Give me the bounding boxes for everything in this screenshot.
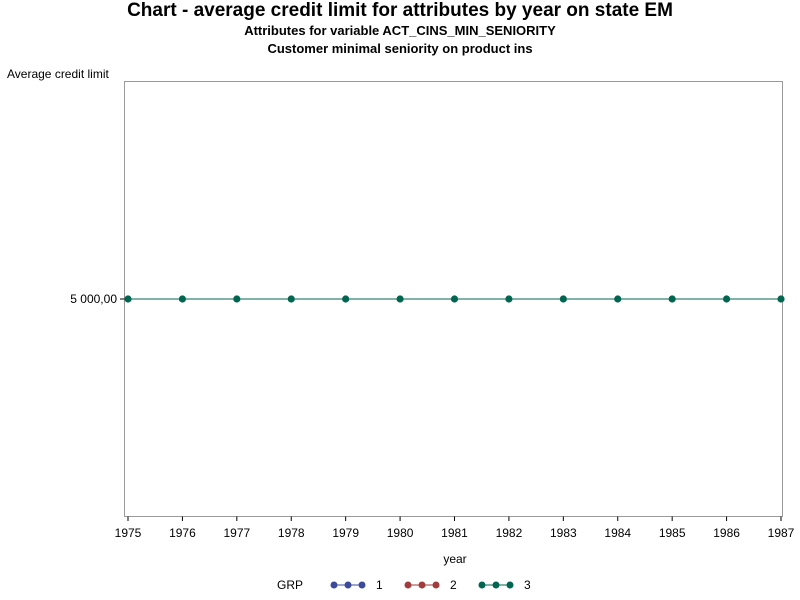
x-axis-label: year <box>443 552 467 566</box>
chart-subtitle-2: Customer minimal seniority on product in… <box>267 41 533 56</box>
x-tick-label-1986: 1986 <box>713 526 740 540</box>
data-point-3-1979 <box>342 295 350 303</box>
legend-label-3: 3 <box>524 578 531 592</box>
data-point-3-1976 <box>178 295 187 303</box>
data-point-3-1977 <box>233 295 241 303</box>
data-point-3-1985 <box>668 295 676 303</box>
series-layer <box>124 295 785 303</box>
y-axis-label: Average credit limit <box>7 67 109 81</box>
data-point-3-1980 <box>396 295 404 303</box>
legend-title: GRP <box>277 578 304 592</box>
data-point-3-1987 <box>777 295 785 303</box>
x-tick-label-1982: 1982 <box>496 526 523 540</box>
x-axis: 1975 1976 1977 1978 1979 1980 1981 1982 1983 1984… <box>115 516 795 540</box>
legend-swatch-1 <box>330 581 366 589</box>
data-point-3-1982 <box>505 295 513 303</box>
legend-swatch-2 <box>404 581 440 589</box>
x-tick-label-1981: 1981 <box>441 526 468 540</box>
data-point-3-1975 <box>124 295 132 303</box>
x-tick-label-1976: 1976 <box>169 526 196 540</box>
x-tick-label-1984: 1984 <box>604 526 631 540</box>
chart-title: Chart - average credit limit for attribu… <box>127 0 673 21</box>
data-point-3-1981 <box>450 295 459 303</box>
x-tick-label-1987: 1987 <box>768 526 795 540</box>
y-axis: 5 000,00 <box>70 292 125 306</box>
data-point-3-1983 <box>559 295 567 303</box>
data-point-3-1984 <box>614 295 622 303</box>
data-point-3-1986 <box>722 295 731 303</box>
chart-subtitle: Attributes for variable ACT_CINS_MIN_SEN… <box>244 23 556 38</box>
x-tick-label-1983: 1983 <box>550 526 577 540</box>
legend-label-1: 1 <box>376 578 383 592</box>
legend-label-2: 2 <box>450 578 457 592</box>
x-tick-label-1980: 1980 <box>387 526 414 540</box>
x-tick-label-1979: 1979 <box>332 526 359 540</box>
y-tick-label-0: 5 000,00 <box>70 292 117 306</box>
legend: GRP 1 2 3 <box>0 577 800 597</box>
x-tick-label-1985: 1985 <box>659 526 686 540</box>
legend-swatch-3 <box>478 581 514 589</box>
x-tick-label-1975: 1975 <box>115 526 142 540</box>
data-point-3-1978 <box>287 295 295 303</box>
x-tick-label-1977: 1977 <box>223 526 250 540</box>
x-tick-label-1978: 1978 <box>278 526 305 540</box>
